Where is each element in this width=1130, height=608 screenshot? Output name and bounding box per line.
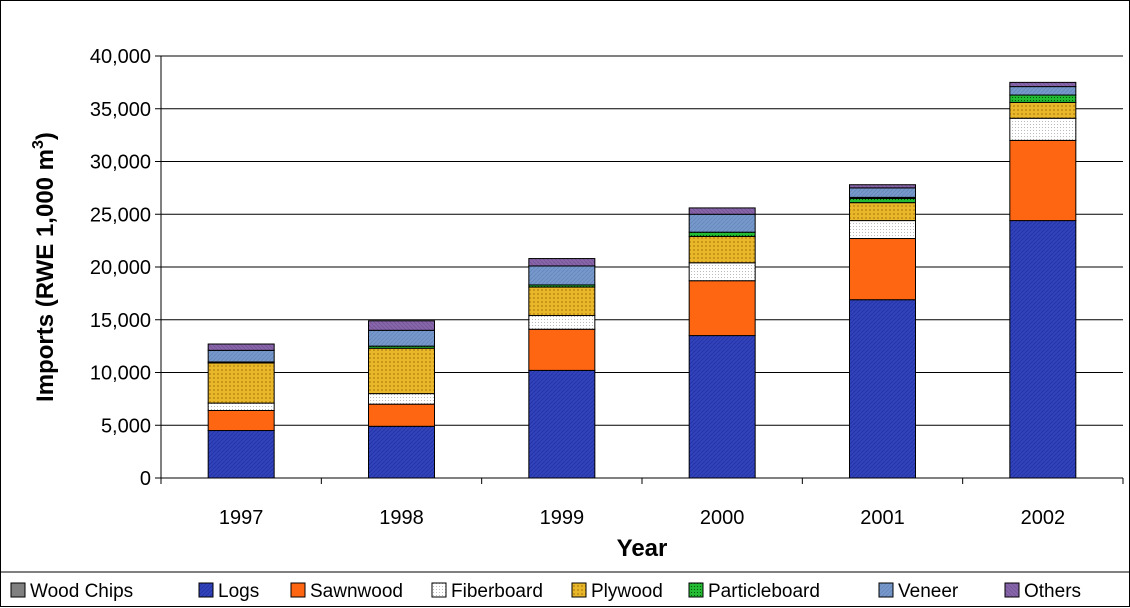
bar-logs-2001 xyxy=(849,299,916,479)
x-axis-title: Year xyxy=(617,535,668,562)
y-axis-title-main: Imports (RWE 1,000 m xyxy=(32,149,59,402)
y-tick-label: 5,000 xyxy=(101,415,151,437)
y-axis-title: Imports (RWE 1,000 m3) xyxy=(30,132,59,402)
x-tick-label: 1999 xyxy=(540,507,585,529)
bar-fiberboard-2000 xyxy=(688,262,756,282)
bar-others-1997 xyxy=(207,343,275,351)
bar-veneer-2002 xyxy=(1009,86,1077,96)
bar-sawnwood-2001 xyxy=(849,238,916,301)
legend: Wood Chips Logs Sawnwood Fiberboard Plywood P… xyxy=(10,581,1081,602)
legend-swatch-wood-chips xyxy=(10,582,26,598)
x-tick-labels: 1997 1998 1999 2000 2001 2002 xyxy=(160,478,1124,529)
bar-veneer-1998 xyxy=(368,329,435,347)
bar-plywood-1999 xyxy=(528,286,596,317)
bar-veneer-1997 xyxy=(207,349,275,363)
bar-fiberboard-1999 xyxy=(528,315,596,330)
legend-label-particleboard: Particleboard xyxy=(708,581,820,602)
legend-swatch-particleboard xyxy=(688,582,704,598)
bar-fiberboard-2002 xyxy=(1009,117,1077,141)
legend-label-veneer: Veneer xyxy=(898,581,959,602)
bars xyxy=(207,81,1077,479)
bar-particleboard-2002 xyxy=(1009,94,1077,103)
bar-veneer-2001 xyxy=(849,187,916,198)
legend-swatch-plywood xyxy=(571,582,587,598)
bar-particleboard-2001 xyxy=(849,197,916,204)
bar-particleboard-2000 xyxy=(688,231,756,237)
bar-others-1999 xyxy=(528,258,596,267)
legend-swatch-fiberboard xyxy=(431,582,447,598)
legend-swatch-sawnwood xyxy=(290,582,306,598)
y-axis-title-close: ) xyxy=(32,132,59,140)
gridlines xyxy=(161,55,1123,426)
y-tick-label: 0 xyxy=(140,468,151,490)
y-tick-label: 15,000 xyxy=(90,310,151,332)
y-tick-label: 10,000 xyxy=(90,363,151,385)
x-tick-label: 1997 xyxy=(219,507,264,529)
bar-others-1998 xyxy=(368,320,435,331)
x-tick-label: 2002 xyxy=(1021,507,1066,529)
bar-plywood-1997 xyxy=(207,362,275,404)
bar-sawnwood-1998 xyxy=(368,403,435,427)
bar-logs-1997 xyxy=(207,430,275,479)
legend-label-others: Others xyxy=(1024,581,1081,602)
legend-swatch-logs xyxy=(198,582,214,598)
bar-logs-2000 xyxy=(688,335,756,479)
y-axis-title-superscript: 3 xyxy=(30,140,47,149)
bar-plywood-2000 xyxy=(688,235,756,264)
bar-logs-1998 xyxy=(368,425,435,479)
bar-veneer-1999 xyxy=(528,265,596,286)
bar-sawnwood-1999 xyxy=(528,328,596,371)
bar-others-2000 xyxy=(688,207,756,215)
legend-label-logs: Logs xyxy=(218,581,259,602)
bar-fiberboard-1998 xyxy=(368,393,435,405)
legend-label-wood-chips: Wood Chips xyxy=(30,581,133,602)
bar-fiberboard-1997 xyxy=(207,402,275,411)
y-tick-label: 25,000 xyxy=(90,204,151,226)
bar-logs-1999 xyxy=(528,369,596,479)
legend-swatch-others xyxy=(1004,582,1020,598)
bar-logs-2002 xyxy=(1009,220,1077,479)
legend-label-fiberboard: Fiberboard xyxy=(451,581,543,602)
legend-label-plywood: Plywood xyxy=(591,581,663,602)
y-tick-label: 20,000 xyxy=(90,257,151,279)
x-tick-label: 2001 xyxy=(860,507,905,529)
bar-plywood-2002 xyxy=(1009,101,1077,119)
bar-sawnwood-2002 xyxy=(1009,139,1077,222)
legend-swatch-veneer xyxy=(878,582,894,598)
y-tick-label: 35,000 xyxy=(90,99,151,121)
bar-others-2002 xyxy=(1009,81,1077,88)
y-tick-labels: 0 5,000 10,000 15,000 20,000 25,000 30,000 35,0… xyxy=(90,46,161,490)
y-tick-label: 30,000 xyxy=(90,152,151,174)
bar-sawnwood-2000 xyxy=(688,280,756,337)
bar-fiberboard-2001 xyxy=(849,220,916,240)
bar-veneer-2000 xyxy=(688,213,756,233)
legend-label-sawnwood: Sawnwood xyxy=(310,581,403,602)
x-tick-label: 2000 xyxy=(700,507,745,529)
bar-others-2001 xyxy=(849,184,916,189)
bar-sawnwood-1997 xyxy=(207,409,275,432)
x-tick-label: 1998 xyxy=(379,507,424,529)
bar-plywood-1998 xyxy=(368,347,435,395)
bar-plywood-2001 xyxy=(849,202,916,222)
y-tick-label: 40,000 xyxy=(90,46,151,68)
